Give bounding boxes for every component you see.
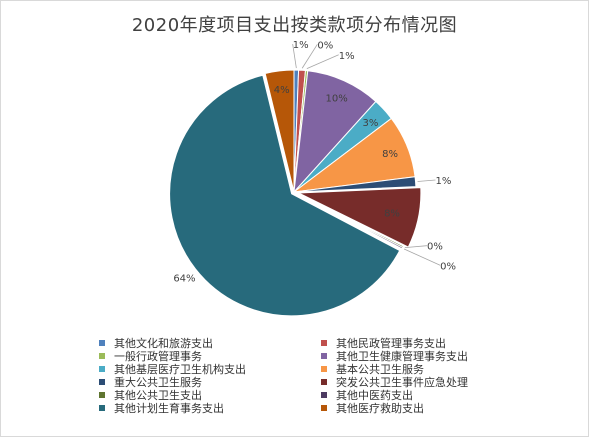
legend-label: 其他计划生育事务支出 [114,402,224,415]
legend-item: 其他公共卫生支出 [99,389,202,402]
pie-slice [264,69,295,193]
slice-data-label: 8% [382,149,398,160]
leader-line [404,245,427,248]
legend-item: 其他文化和旅游支出 [99,337,213,350]
slice-data-label: 1% [293,40,309,51]
slice-data-label: 4% [274,85,290,96]
slice-data-label: 3% [363,118,379,129]
leader-line [417,179,436,182]
legend-item: 重大公共卫生服务 [99,376,202,389]
legend-swatch [99,405,105,411]
legend-item: 突发公共卫生事件应急处理 [321,376,468,389]
slice-data-label: 0% [317,40,333,51]
legend-swatch [321,392,327,398]
legend-label: 其他中医药支出 [336,389,413,402]
legend-item: 其他民政管理事务支出 [321,337,446,350]
legend-swatch [321,366,327,372]
slice-data-label: 0% [440,261,456,272]
slice-data-label: 1% [436,176,452,187]
legend-swatch [321,405,327,411]
pie-slice [293,191,404,250]
pie-slice [293,70,377,194]
legend-swatch [99,340,105,346]
legend-label: 其他民政管理事务支出 [336,337,446,350]
leader-line [301,44,318,69]
legend-item: 其他中医药支出 [321,389,413,402]
slice-data-label: 64% [173,274,195,285]
legend-item: 其他医疗救助支出 [321,402,424,415]
legend-item: 一般行政管理事务 [99,350,202,363]
legend-swatch [99,366,105,372]
leader-line [306,54,339,70]
legend-swatch [99,353,105,359]
legend-swatch [321,353,327,359]
slice-data-label: 0% [427,242,443,253]
leader-line [292,43,297,69]
slice-data-label: 8% [384,209,400,220]
chart-title: 2020年度项目支出按类款项分布情况图 [131,15,458,36]
slice-data-label: 1% [339,51,355,62]
legend-label: 基本公共卫生服务 [336,363,424,376]
legend-label: 其他文化和旅游支出 [114,337,213,350]
legend-item: 其他卫生健康管理事务支出 [321,350,468,363]
pie-slice [169,74,401,317]
legend-label: 其他医疗救助支出 [336,402,424,415]
legend-label: 其他卫生健康管理事务支出 [336,350,468,363]
legend-swatch [99,379,105,385]
legend-item: 基本公共卫生服务 [321,363,424,376]
legend-swatch [99,392,105,398]
legend-item: 其他计划生育事务支出 [99,402,224,415]
legend-label: 一般行政管理事务 [114,350,202,363]
legend-item: 其他基层医疗卫生机构支出 [99,363,246,376]
legend-label: 其他公共卫生支出 [114,389,202,402]
legend-label: 突发公共卫生事件应急处理 [336,376,468,389]
pie-slice [293,176,417,193]
legend-swatch [321,379,327,385]
legend-label: 重大公共卫生服务 [114,376,202,389]
legend-label: 其他基层医疗卫生机构支出 [114,363,246,376]
legend-swatch [321,340,327,346]
leader-line [403,248,441,266]
slice-data-label: 10% [326,93,348,104]
